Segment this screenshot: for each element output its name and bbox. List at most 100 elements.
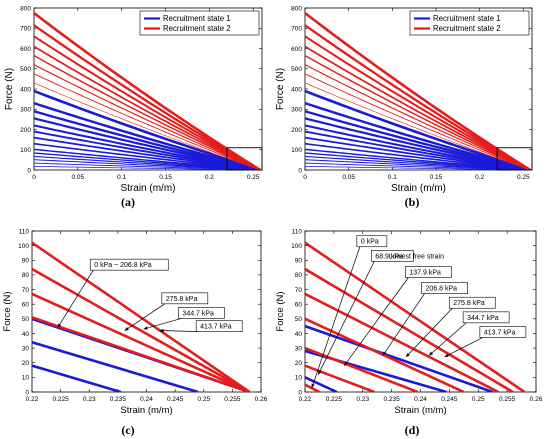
x-tick-label: 0.23 — [356, 396, 369, 403]
plot-area — [304, 230, 537, 393]
y-tick-label: 40 — [22, 331, 30, 338]
series-line — [32, 241, 251, 392]
y-tick-label: 0 — [298, 167, 302, 174]
x-axis-label: Strain (m/m) — [121, 183, 176, 194]
y-tick-label: 20 — [22, 360, 30, 367]
y-tick-label: 700 — [291, 26, 302, 33]
annotation-label: 275.8 kPa — [166, 296, 198, 303]
legend-entry: Recruitment state 2 — [163, 24, 231, 33]
y-tick-label: 80 — [22, 272, 30, 279]
plot-lines — [34, 12, 261, 170]
y-tick-label: 300 — [291, 107, 302, 114]
annotation-arrow — [444, 337, 484, 358]
y-tick-label: 500 — [291, 66, 302, 73]
annotation-arrow — [159, 328, 200, 333]
y-tick-label: 30 — [22, 345, 30, 352]
series-line — [305, 241, 526, 392]
annotation-arrow — [143, 318, 182, 330]
annotation-label: 137.9 kPa — [409, 269, 441, 276]
x-tick-label: 0.24 — [414, 396, 427, 403]
y-tick-label: 90 — [22, 258, 30, 265]
x-tick-label: 0.25 — [247, 174, 260, 181]
series-line — [34, 12, 261, 170]
y-tick-label: 10 — [22, 375, 30, 382]
y-tick-label: 60 — [295, 301, 303, 308]
zoom-box — [496, 147, 533, 171]
x-axis-label: Strain (m/m) — [120, 405, 172, 416]
y-tick-label: 10 — [295, 375, 303, 382]
series-line — [305, 162, 531, 170]
x-tick-label: 0.255 — [499, 396, 516, 403]
legend-entry: Recruitment state 2 — [433, 24, 501, 33]
annotation-arrow — [57, 269, 94, 328]
annotation-box — [405, 266, 452, 278]
x-tick-label: 0.225 — [52, 396, 69, 403]
series-line — [34, 73, 261, 170]
annotation-box — [479, 326, 527, 338]
y-tick-label: 400 — [291, 86, 302, 93]
annotation-box — [178, 307, 225, 319]
y-tick-label: 600 — [20, 46, 31, 53]
legend-entry: Recruitment state 1 — [433, 14, 501, 23]
panel-c: 0.22 0.225 0.23 0.235 0.24 0.245 0.25 0.255 0.26… — [2, 228, 268, 437]
y-tick-label: 100 — [18, 243, 29, 250]
plot-lines — [305, 12, 531, 170]
series-line — [305, 346, 419, 392]
y-tick-label: 60 — [22, 301, 30, 308]
x-tick-label: 0.22 — [26, 396, 39, 403]
series-line — [305, 148, 531, 170]
series-line — [305, 102, 531, 170]
annotation-arrow — [317, 261, 375, 375]
x-tick-label: 0.25 — [517, 174, 530, 181]
x-tick-label: 0.1 — [117, 174, 126, 181]
series-line — [34, 24, 261, 170]
y-tick-label: 400 — [20, 86, 31, 93]
y-axis-label: Force (N) — [275, 291, 286, 331]
x-tick-label: 0 — [32, 174, 36, 181]
annotation-arrow — [428, 322, 467, 356]
x-tick-label: 0.255 — [224, 396, 241, 403]
y-tick-label: 500 — [20, 66, 31, 73]
series-line — [32, 316, 250, 392]
series-line — [305, 54, 531, 170]
annotation-label: 206.8 kPa — [426, 286, 458, 293]
series-line — [305, 324, 494, 392]
annotation-box — [448, 296, 496, 309]
panel-caption: (c) — [121, 423, 134, 437]
annotation-box — [89, 258, 169, 271]
x-tick-label: 0.2 — [205, 174, 214, 181]
y-tick-label: 100 — [291, 147, 302, 154]
plot-area — [31, 230, 262, 393]
series-line — [32, 340, 199, 392]
series-line — [305, 82, 531, 170]
annotation-box — [195, 320, 243, 332]
annotation-arrow — [343, 277, 409, 366]
series-line — [305, 89, 531, 170]
series-line — [34, 162, 261, 170]
annotation-arrow — [405, 307, 453, 358]
panel-b: 0 0.05 0.1 0.15 0.2 0.25 0 100 200 300 400 500 600 70… — [275, 5, 533, 209]
y-axis-label: Force (N) — [275, 68, 286, 110]
series-line — [34, 89, 261, 170]
x-axis-label: Strain (m/m) — [394, 405, 446, 416]
annotation-arrow — [382, 293, 425, 356]
series-line — [34, 54, 261, 170]
y-tick-label: 300 — [20, 107, 31, 114]
annotation-arrow — [311, 246, 361, 389]
series-line — [305, 292, 500, 392]
x-tick-label: 0.245 — [441, 396, 458, 403]
x-tick-label: 0.05 — [342, 174, 355, 181]
panel-a: 0 0.05 0.1 0.15 0.2 0.25 0 100 200 300 400 500 600 70… — [4, 5, 263, 209]
x-tick-label: 0.26 — [530, 396, 543, 403]
y-tick-label: 110 — [19, 228, 30, 235]
annotation-label: 0 kPa — [361, 239, 379, 246]
y-tick-label: 50 — [295, 316, 303, 323]
y-axis-label: Force (N) — [4, 68, 15, 110]
annotation-note: Lowest free strain — [389, 253, 444, 260]
annotation-label: 344.7 kPa — [467, 315, 499, 322]
x-tick-label: 0.22 — [299, 396, 312, 403]
series-line — [305, 267, 514, 392]
x-tick-label: 0.05 — [72, 174, 85, 181]
